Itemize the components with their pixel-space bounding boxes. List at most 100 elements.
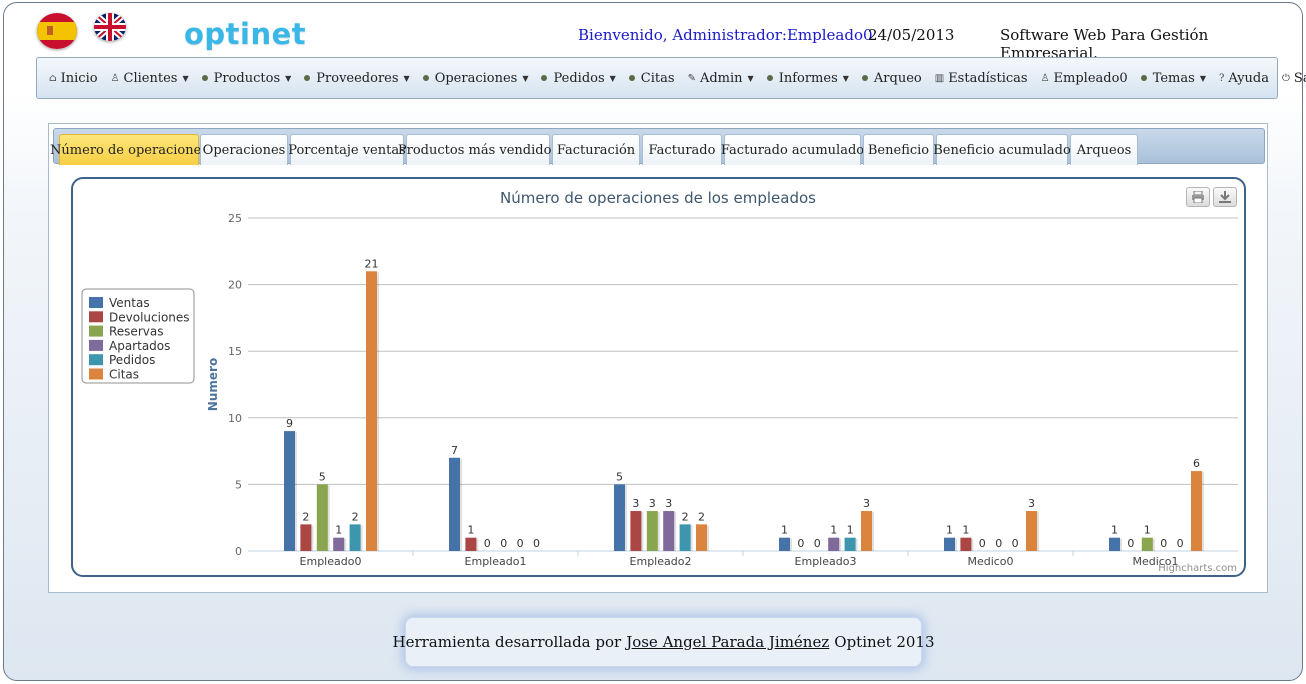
x-tick-label: Empleado0 — [300, 555, 362, 568]
data-label: 1 — [946, 524, 953, 537]
menu-item-informes[interactable]: Informes ▼ — [766, 71, 849, 86]
bar-ventas[interactable] — [614, 484, 625, 551]
menu-item-label: Ayuda — [1228, 70, 1269, 86]
data-label: 0 — [979, 537, 986, 550]
chart-title: Número de operaciones de los empleados — [500, 189, 816, 207]
menu-item-citas[interactable]: Citas — [628, 71, 675, 86]
bullet-icon — [422, 75, 429, 81]
legend-item-reservas[interactable]: Reservas — [109, 325, 163, 339]
bar-citas[interactable] — [366, 271, 377, 551]
tab-operaciones[interactable]: Operaciones — [200, 134, 288, 165]
bar-devoluciones[interactable] — [630, 511, 642, 551]
bar-pedidos[interactable] — [349, 524, 361, 551]
legend-item-citas[interactable]: Citas — [109, 368, 139, 382]
menu-item-admin[interactable]: ✎ Admin ▼ — [688, 71, 754, 86]
statistics-panel: Número de operaciones Operaciones Porcenta… — [48, 123, 1268, 593]
legend-swatch — [89, 297, 103, 308]
tab-beneficio-acumulado[interactable]: Beneficio acumulado — [933, 134, 1071, 165]
bar-apartados[interactable] — [333, 537, 345, 551]
tab-facturado-acumulado[interactable]: Facturado acumulado — [721, 134, 864, 165]
legend-item-pedidos[interactable]: Pedidos — [109, 353, 155, 367]
tab-porcentaje-ventas[interactable]: Porcentaje ventas — [288, 134, 406, 165]
tab-numero-de-operaciones[interactable]: Número de operaciones — [50, 134, 208, 165]
bar-citas[interactable] — [1191, 471, 1202, 551]
tab-facturado[interactable]: Facturado — [642, 134, 722, 165]
legend-item-apartados[interactable]: Apartados — [109, 339, 170, 353]
menu-item-label: Clientes — [123, 70, 178, 86]
menu-item-productos[interactable]: Productos ▼ — [201, 71, 291, 86]
user-icon: ♙ — [1040, 72, 1050, 84]
menu-item-clientes[interactable]: ♙ Clientes ▼ — [111, 71, 189, 86]
menu-item-salir[interactable]: ⏻Salir — [1282, 71, 1306, 86]
menu-item-label: Proveedores — [316, 70, 399, 86]
footer-credit: Herramienta desarrollada por Jose Angel … — [393, 617, 935, 667]
bullet-icon — [304, 75, 311, 81]
bar-ventas[interactable] — [449, 457, 460, 551]
author-link[interactable]: Jose Angel Parada Jiménez — [626, 633, 830, 651]
legend-swatch — [89, 311, 103, 323]
data-label: 0 — [517, 537, 524, 550]
print-icon[interactable] — [1186, 187, 1210, 207]
bullet-icon — [541, 75, 548, 81]
data-label: 5 — [319, 470, 326, 483]
app-logo: optinet — [184, 17, 307, 51]
welcome-message: Bienvenido, Administrador:Empleado0 — [578, 26, 873, 44]
menu-item-temas[interactable]: Temas ▼ — [1140, 71, 1206, 86]
bar-citas[interactable] — [696, 524, 707, 551]
menu-item-pedidos[interactable]: Pedidos ▼ — [541, 71, 616, 86]
data-label: 9 — [286, 417, 293, 430]
bar-ventas[interactable] — [1109, 537, 1120, 551]
y-tick-label: 5 — [235, 478, 242, 491]
uk-flag-icon[interactable] — [94, 13, 126, 41]
data-label: 0 — [1012, 537, 1019, 550]
bar-pedidos[interactable] — [844, 537, 856, 551]
bar-ventas[interactable] — [779, 537, 790, 551]
bar-reservas[interactable] — [316, 484, 328, 551]
bar-pedidos[interactable] — [679, 524, 691, 551]
spanish-flag-icon[interactable] — [37, 13, 77, 49]
legend-item-devoluciones[interactable]: Devoluciones — [109, 310, 190, 324]
data-label: 3 — [649, 497, 656, 510]
menu-item-empleado0[interactable]: ♙ Empleado0 — [1041, 71, 1128, 86]
menu-item-inicio[interactable]: ⌂ Inicio — [49, 71, 98, 86]
legend-item-ventas[interactable]: Ventas — [109, 296, 150, 310]
x-tick-label: Empleado2 — [630, 555, 692, 568]
tab-arqueos[interactable]: Arqueos — [1070, 134, 1138, 165]
x-tick-label: Empleado3 — [795, 555, 857, 568]
bullet-icon — [1140, 75, 1147, 81]
tab-facturacion[interactable]: Facturación — [552, 134, 640, 165]
bar-devoluciones[interactable] — [960, 537, 972, 551]
app-frame: optinet Bienvenido, Administrador:Emplea… — [3, 2, 1306, 681]
menu-item-estad-sticas[interactable]: ▥ Estadísticas — [935, 71, 1028, 86]
bar-apartados[interactable] — [828, 537, 840, 551]
data-label: 1 — [1144, 524, 1151, 537]
chevron-down-icon: ▼ — [842, 73, 849, 83]
bar-devoluciones[interactable] — [300, 524, 312, 551]
data-label: 0 — [995, 537, 1002, 550]
highcharts-credit-link[interactable]: Highcharts.com — [1158, 563, 1237, 574]
data-label: 1 — [1111, 524, 1118, 537]
data-label: 21 — [365, 257, 379, 270]
menu-item-label: Empleado0 — [1053, 70, 1128, 86]
menu-item-proveedores[interactable]: Proveedores ▼ — [304, 70, 410, 86]
bar-apartados[interactable] — [663, 511, 675, 551]
bar-ventas[interactable] — [944, 537, 955, 551]
tab-beneficio[interactable]: Beneficio — [863, 134, 934, 165]
bar-reservas[interactable] — [1141, 537, 1153, 551]
menu-item-operaciones[interactable]: Operaciones ▼ — [422, 71, 528, 86]
bar-citas[interactable] — [861, 511, 872, 551]
menu-item-ayuda[interactable]: ? Ayuda — [1219, 71, 1269, 86]
bar-citas[interactable] — [1026, 511, 1037, 551]
download-icon[interactable] — [1213, 187, 1237, 207]
bar-ventas[interactable] — [284, 431, 295, 551]
menu-item-arqueo[interactable]: Arqueo — [861, 71, 922, 86]
power-icon: ⏻ — [1282, 72, 1290, 84]
data-label: 0 — [1127, 537, 1134, 550]
data-label: 3 — [863, 497, 870, 510]
bar-reservas[interactable] — [646, 511, 658, 551]
data-label: 1 — [830, 524, 837, 537]
tab-productos-mas-vendidos[interactable]: Productos más vendidos — [398, 134, 558, 165]
bar-devoluciones[interactable] — [465, 537, 477, 551]
menu-item-label: Estadísticas — [948, 70, 1028, 86]
data-label: 0 — [500, 537, 507, 550]
